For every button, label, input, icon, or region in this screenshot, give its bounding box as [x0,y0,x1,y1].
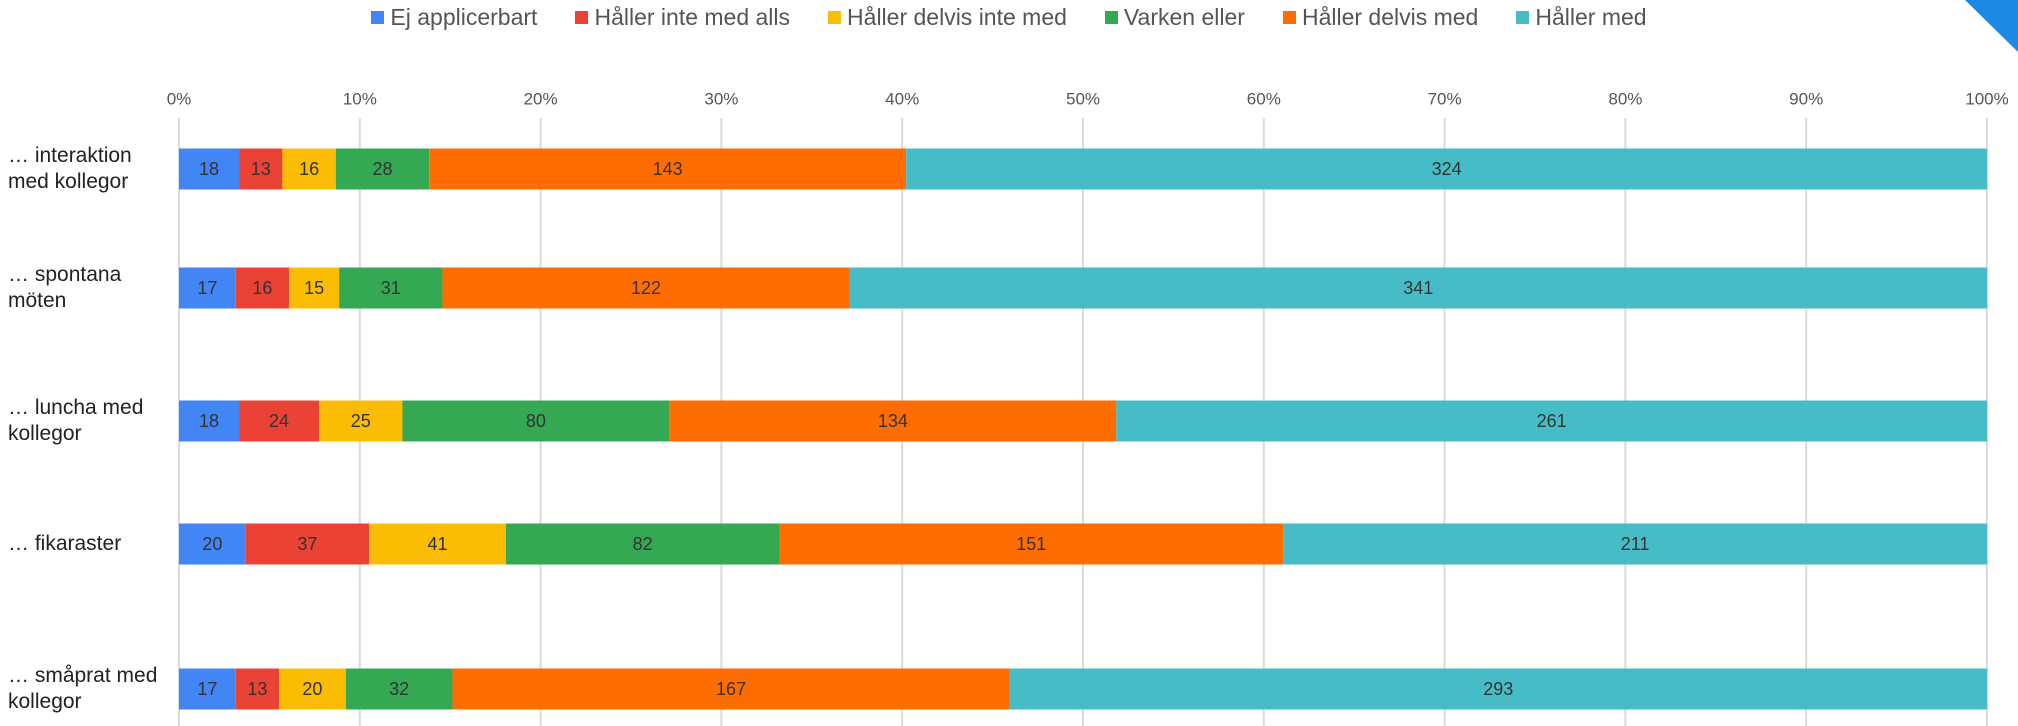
bar-segment [1283,523,1987,565]
category-label: … spontana möten [8,263,122,312]
data-label: 134 [878,411,908,431]
legend-item: Ej applicerbart [371,4,537,31]
legend-label: Håller med [1535,4,1647,30]
data-label: 17 [197,679,217,699]
legend-label: Håller inte med alls [594,4,791,30]
data-label: 80 [526,411,546,431]
bar-segment [442,267,850,309]
x-tick-label: 30% [704,89,738,108]
bar-segment [669,400,1117,442]
data-label: 28 [372,159,392,179]
bar-segment [1116,400,1987,442]
data-label: 32 [389,679,409,699]
bar-segment [279,668,346,710]
legend-swatch [1104,11,1118,24]
data-label: 16 [299,159,319,179]
bar-segment [235,267,290,309]
bar-segment [339,267,443,309]
category-label: … småprat med kollegor [8,664,158,713]
data-label: 211 [1621,534,1650,554]
data-label: 20 [302,679,322,699]
data-label: 37 [297,534,317,554]
data-label: 341 [1403,278,1433,298]
legend-item: Håller delvis med [1282,4,1479,31]
data-label: 17 [197,278,217,298]
x-tick-label: 50% [1066,89,1100,108]
x-tick-label: 60% [1247,89,1281,108]
legend-swatch [1282,11,1296,24]
data-label: 31 [381,278,401,298]
bar-segment [345,668,453,710]
legend-item: Håller med [1516,4,1647,31]
data-label: 13 [251,159,271,179]
x-tick-label: 20% [524,89,558,108]
data-label: 15 [304,278,324,298]
bar-segment [239,148,283,190]
x-tick-label: 0% [167,89,192,108]
data-label: 324 [1432,159,1462,179]
legend-label: Ej applicerbart [390,4,538,30]
data-label: 41 [428,534,448,554]
category-label: … interaktion med kollegor [8,144,132,193]
x-tick-label: 70% [1428,89,1462,108]
data-label: 25 [351,411,371,431]
x-tick-label: 100% [1965,89,2008,108]
x-tick-label: 40% [885,89,919,108]
data-label: 167 [716,679,746,699]
bar-segment [179,267,236,309]
bar-segment [335,148,430,190]
x-tick-label: 10% [343,89,377,108]
bar-segment [179,148,240,190]
bar-segment [402,400,670,442]
bar-segment [906,148,1988,190]
bar-segment [1009,668,1987,710]
bar-segment [369,523,506,565]
bar-segment [779,523,1284,565]
bar-segment [179,523,246,565]
bar-segment [849,267,1988,309]
category-label: … fikaraster [8,532,122,555]
legend-item: Varken eller [1104,4,1245,31]
legend-label: Varken eller [1123,4,1245,30]
bar-segment [235,668,280,710]
data-label: 151 [1016,534,1046,554]
bar-segment [282,148,336,190]
legend-swatch [828,11,842,24]
bar-segment [319,400,403,442]
bar-segment [452,668,1010,710]
data-label: 13 [247,679,267,699]
legend-label: Håller delvis inte med [847,4,1067,30]
x-tick-label: 90% [1789,89,1823,108]
data-label: 20 [202,534,222,554]
data-label: 82 [633,534,653,554]
category-label: … luncha med kollegor [8,396,144,445]
data-label: 24 [269,411,289,431]
bar-segment [179,400,240,442]
data-label: 293 [1483,679,1513,699]
bar-segment [179,668,236,710]
data-label: 261 [1537,411,1567,431]
data-label: 122 [631,278,661,298]
data-label: 18 [199,159,219,179]
legend-swatch [371,11,385,24]
legend-swatch [1516,11,1530,24]
legend-item: Håller delvis inte med [828,4,1067,31]
data-label: 143 [653,159,683,179]
legend: Ej applicerbart Håller inte med alls Hålle… [0,4,2018,31]
data-label: 16 [252,278,272,298]
bar-segment [289,267,340,309]
legend-swatch [575,11,589,24]
legend-item: Håller inte med alls [575,4,790,31]
legend-label: Håller delvis med [1301,4,1479,30]
x-tick-label: 80% [1608,89,1642,108]
bar-segment [239,400,320,442]
bar-segment [505,523,780,565]
corner-decoration [1965,0,2018,52]
bar-segment [245,523,370,565]
bar-segment [429,148,907,190]
data-label: 18 [199,411,219,431]
